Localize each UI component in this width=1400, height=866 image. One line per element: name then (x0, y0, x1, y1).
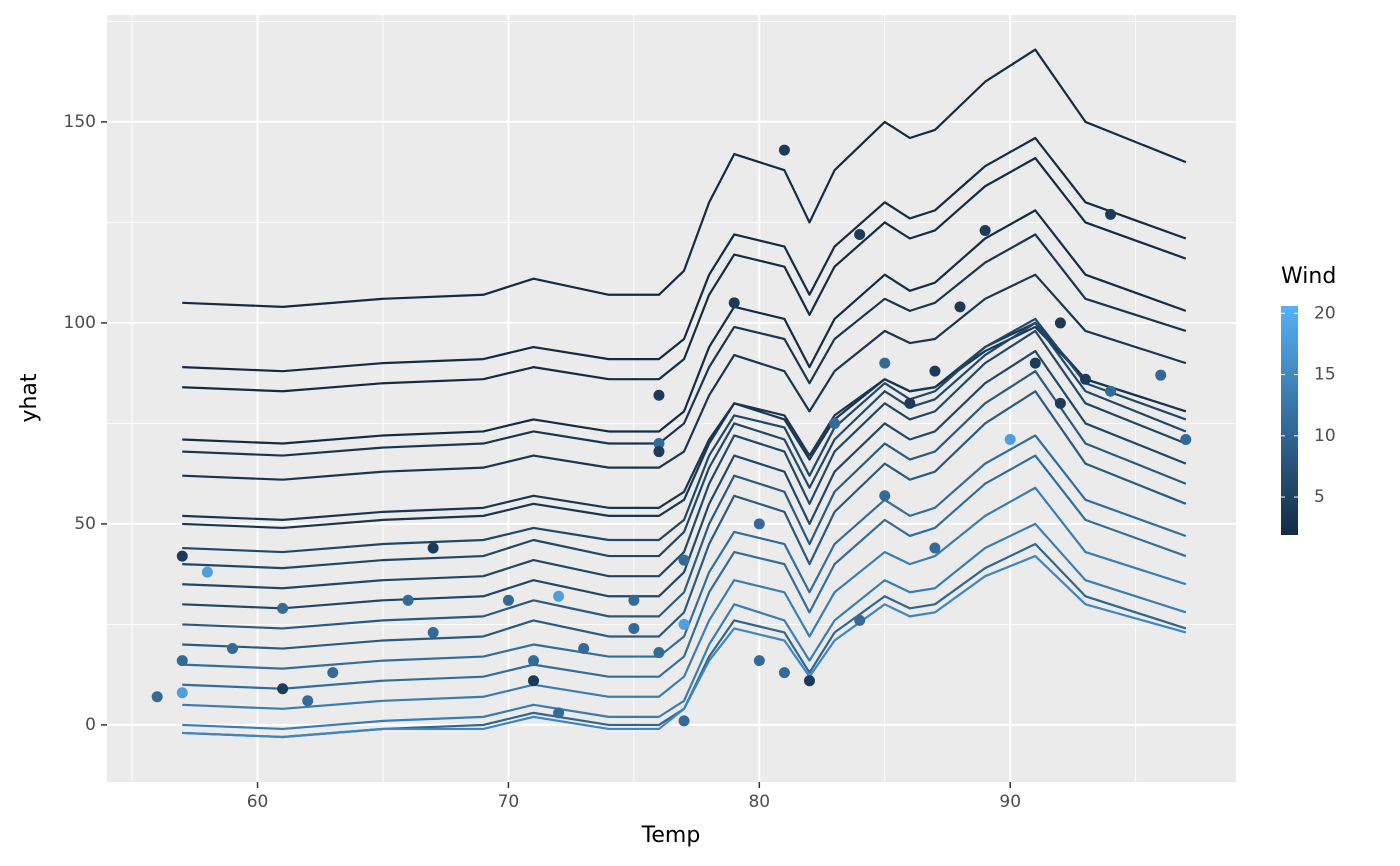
data-point (201, 566, 213, 578)
data-point (1079, 373, 1091, 385)
ice-line (182, 522, 1187, 731)
data-point (678, 618, 690, 630)
data-point (553, 707, 565, 719)
y-tick-label: 50 (74, 514, 96, 534)
data-point (954, 301, 966, 313)
data-point (728, 297, 740, 309)
y-axis-title: yhat (17, 373, 42, 422)
data-point (653, 647, 665, 659)
x-tick-label: 70 (498, 792, 520, 812)
data-point (753, 518, 765, 530)
data-point (879, 357, 891, 369)
ice-line (182, 209, 1187, 445)
x-tick-label: 80 (748, 792, 770, 812)
lines (182, 48, 1187, 739)
ice-line (182, 349, 1187, 610)
ice-line (182, 329, 1187, 590)
data-point (402, 594, 414, 606)
grid (107, 15, 1236, 782)
points (151, 144, 1192, 727)
data-point (1105, 208, 1117, 220)
data-point (929, 542, 941, 554)
colorbar (1281, 306, 1298, 535)
data-point (628, 594, 640, 606)
ice-line (182, 434, 1187, 670)
legend-title: Wind (1281, 264, 1336, 289)
data-point (151, 691, 163, 703)
data-point (653, 438, 665, 450)
data-point (753, 655, 765, 667)
data-point (904, 397, 916, 409)
ice-line (182, 136, 1187, 373)
ice-line (182, 273, 1187, 481)
data-point (502, 594, 514, 606)
data-point (1054, 317, 1066, 329)
ice-line (182, 48, 1187, 308)
data-point (176, 687, 188, 699)
ice-line (182, 157, 1187, 393)
data-point (427, 626, 439, 638)
data-point (277, 683, 289, 695)
data-point (176, 550, 188, 562)
data-point (176, 655, 188, 667)
data-point (528, 675, 540, 687)
ice-line (182, 325, 1187, 522)
ice-line (182, 321, 1187, 570)
data-point (277, 602, 289, 614)
data-point (854, 614, 866, 626)
colorbar-label: 15 (1314, 365, 1336, 385)
legend: Wind 5 10 15 20 (1281, 264, 1336, 535)
plot-panel (107, 15, 1236, 782)
data-point (302, 695, 314, 707)
data-point (829, 417, 841, 429)
data-point (1155, 369, 1167, 381)
y-tick-label: 100 (64, 313, 96, 333)
x-axis-title: Temp (641, 823, 701, 848)
data-point (327, 667, 339, 679)
axes: 60 70 80 90 0 50 100 150 (64, 112, 1021, 812)
ice-line (182, 554, 1187, 739)
data-point (528, 655, 540, 667)
data-point (427, 542, 439, 554)
data-point (778, 667, 790, 679)
data-point (1004, 434, 1016, 446)
data-point (1029, 357, 1041, 369)
data-point (678, 554, 690, 566)
data-point (803, 675, 815, 687)
data-point (1105, 385, 1117, 397)
data-point (1054, 397, 1066, 409)
data-point (578, 643, 590, 655)
ice-line (182, 233, 1187, 457)
ice-line (182, 486, 1187, 710)
ice-line (182, 370, 1187, 630)
data-point (553, 590, 565, 602)
data-point (628, 622, 640, 634)
data-point (854, 228, 866, 240)
ice-line (182, 542, 1187, 739)
x-tick-label: 60 (247, 792, 269, 812)
data-point (678, 715, 690, 727)
y-tick-label: 0 (85, 715, 96, 735)
ice-line (182, 317, 1187, 554)
data-point (226, 643, 238, 655)
data-point (979, 224, 991, 236)
colorbar-label: 20 (1314, 303, 1336, 323)
data-point (929, 365, 941, 377)
data-point (1180, 434, 1192, 446)
data-point (778, 144, 790, 156)
data-point (879, 490, 891, 502)
data-point (653, 389, 665, 401)
ice-line (182, 454, 1187, 690)
colorbar-label: 5 (1314, 487, 1325, 507)
colorbar-label: 10 (1314, 426, 1336, 446)
x-tick-label: 90 (999, 792, 1021, 812)
ice-line (182, 390, 1187, 650)
y-tick-label: 150 (64, 112, 96, 132)
data-point (653, 446, 665, 458)
